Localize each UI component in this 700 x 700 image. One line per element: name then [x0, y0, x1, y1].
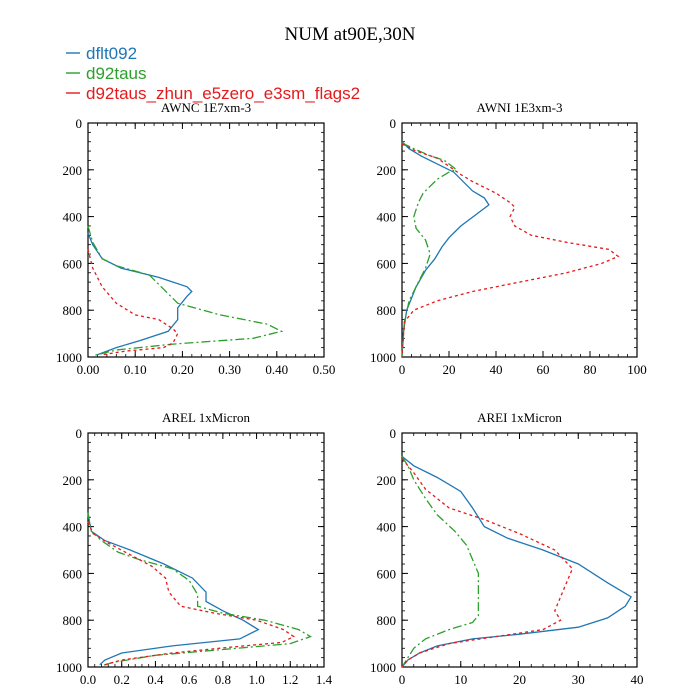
x-tick-label: 0.10	[124, 362, 147, 377]
x-tick-label: 1.4	[316, 672, 333, 687]
y-tick-label: 0	[76, 116, 83, 131]
x-tick-label: 20	[513, 672, 526, 687]
series-line-dflt092	[401, 455, 632, 668]
series-line-dflt092	[87, 514, 260, 666]
y-tick-label: 200	[377, 163, 397, 178]
x-tick-label: 0.30	[218, 362, 241, 377]
x-tick-label: 0	[399, 362, 406, 377]
x-tick-label: 0.40	[265, 362, 288, 377]
panel-3: 0.0 0.2 0.4 0.6 0.8 1.0 1.2 1.4 0 200 400 600 800 100…	[56, 410, 333, 687]
y-tick-label: 800	[63, 303, 83, 318]
legend-label: dflt092	[86, 44, 137, 63]
figure-title: NUM at90E,30N	[285, 24, 416, 45]
panel-frame	[87, 122, 325, 358]
x-tick-label: 0.2	[114, 672, 130, 687]
y-tick-label: 0	[390, 426, 397, 441]
x-tick-label: 30	[572, 672, 585, 687]
panel-frame	[87, 432, 325, 668]
y-tick-label: 400	[63, 520, 83, 535]
x-tick-label: 0.4	[147, 672, 164, 687]
y-tick-label: 1000	[56, 350, 82, 365]
x-tick-label: 0.00	[77, 362, 100, 377]
series-line-d92taus	[87, 512, 313, 667]
y-tick-label: 800	[377, 613, 397, 628]
x-tick-label: 100	[627, 362, 647, 377]
legend-label: d92taus_zhun_e5zero_e3sm_flags2	[86, 84, 360, 103]
panel-frame	[401, 122, 638, 358]
panel-frame	[401, 432, 638, 668]
y-tick-label: 200	[63, 163, 83, 178]
legend-label: d92taus	[86, 64, 147, 83]
x-tick-label: 0.0	[80, 672, 96, 687]
series-line-d92taus_zhun_e5zero_e3sm_flags2	[401, 458, 574, 668]
y-tick-label: 200	[377, 473, 397, 488]
y-tick-label: 0	[76, 426, 83, 441]
x-tick-label: 0.50	[313, 362, 336, 377]
legend: dflt092d92tausd92taus_zhun_e5zero_e3sm_f…	[66, 44, 360, 103]
y-tick-label: 400	[63, 210, 83, 225]
series-line-d92taus	[401, 456, 480, 668]
x-tick-label: 40	[490, 362, 503, 377]
panels: 0.00 0.10 0.20 0.30 0.40 0.500200400600800100…	[56, 100, 647, 687]
series-line-d92taus_zhun_e5zero_e3sm_flags2	[87, 249, 179, 356]
x-tick-label: 0.20	[171, 362, 194, 377]
x-tick-label: 1.2	[282, 672, 298, 687]
series-line-d92taus	[87, 225, 284, 357]
y-tick-label: 600	[377, 566, 397, 581]
x-tick-label: 0.8	[215, 672, 231, 687]
x-tick-label: 40	[631, 672, 644, 687]
panel-1: 0.00 0.10 0.20 0.30 0.40 0.50 0 200 400 600 800 100…	[56, 100, 335, 377]
y-tick-label: 1000	[56, 660, 82, 675]
panel-title: AREI 1xMicron	[477, 410, 562, 425]
y-tick-label: 400	[377, 520, 397, 535]
x-tick-label: 20	[443, 362, 456, 377]
x-tick-label: 60	[537, 362, 550, 377]
series-line-d92taus	[401, 142, 458, 358]
series-line-d92taus_zhun_e5zero_e3sm_flags2	[401, 143, 620, 358]
y-tick-label: 1000	[370, 660, 396, 675]
y-tick-label: 600	[63, 256, 83, 271]
series-line-d92taus_zhun_e5zero_e3sm_flags2	[87, 521, 295, 666]
x-tick-label: 80	[584, 362, 597, 377]
y-tick-label: 600	[377, 256, 397, 271]
y-tick-label: 0	[390, 116, 397, 131]
y-tick-label: 400	[377, 210, 397, 225]
y-tick-label: 800	[63, 613, 83, 628]
y-tick-label: 1000	[370, 350, 396, 365]
panel-title: AWNC 1E7xm-3	[161, 100, 251, 115]
x-tick-label: 0.6	[181, 672, 198, 687]
x-tick-label: 1.0	[248, 672, 264, 687]
x-tick-label: 0	[399, 672, 406, 687]
y-tick-label: 200	[63, 473, 83, 488]
x-tick-label: 10	[454, 672, 467, 687]
y-tick-label: 800	[377, 303, 397, 318]
panel-title: AREL 1xMicron	[162, 410, 250, 425]
y-tick-label: 600	[63, 566, 83, 581]
panel-title: AWNI 1E3xm-3	[477, 100, 563, 115]
